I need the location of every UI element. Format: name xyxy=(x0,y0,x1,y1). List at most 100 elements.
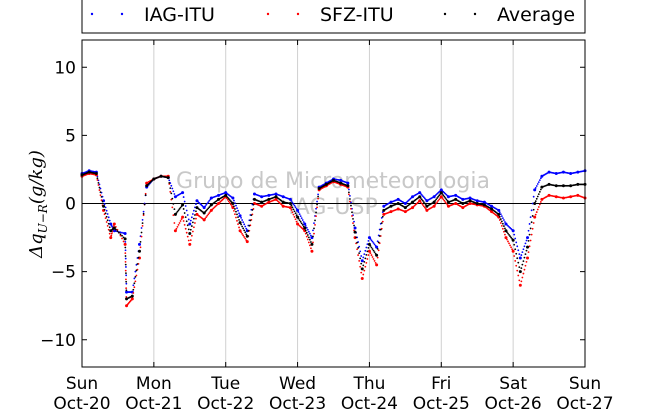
data-point xyxy=(305,231,308,234)
data-point xyxy=(358,260,361,262)
data-point xyxy=(141,222,144,225)
data-point xyxy=(301,224,304,226)
data-point xyxy=(179,220,182,222)
data-point xyxy=(237,216,239,219)
data-point xyxy=(498,211,501,214)
data-point xyxy=(371,248,374,250)
data-point xyxy=(130,297,134,301)
data-point xyxy=(305,226,308,229)
data-point xyxy=(360,255,363,257)
data-point xyxy=(172,214,175,217)
data-point xyxy=(315,215,317,218)
data-point xyxy=(137,256,140,259)
data-point xyxy=(375,245,379,249)
data-point xyxy=(181,191,185,195)
data-point xyxy=(173,222,176,224)
data-point xyxy=(125,280,128,283)
data-point xyxy=(108,219,111,222)
data-point xyxy=(101,200,104,203)
data-point xyxy=(295,220,298,223)
data-point xyxy=(420,194,423,196)
data-point xyxy=(317,195,320,198)
data-point xyxy=(539,188,542,191)
data-point xyxy=(497,208,501,212)
data-point xyxy=(123,231,127,235)
data-point xyxy=(501,227,504,230)
data-point xyxy=(358,252,361,255)
data-point xyxy=(190,234,193,237)
data-point xyxy=(346,184,350,188)
data-point xyxy=(189,228,192,231)
data-point xyxy=(379,228,382,231)
data-point xyxy=(376,247,379,250)
data-point xyxy=(315,207,317,210)
data-point xyxy=(360,259,364,263)
data-point xyxy=(536,208,539,211)
data-point xyxy=(178,222,181,224)
data-point xyxy=(357,246,360,249)
data-point xyxy=(297,217,300,220)
data-point xyxy=(500,215,503,218)
data-point xyxy=(349,200,351,203)
x-tick-label-date: Oct-26 xyxy=(485,394,542,409)
data-point xyxy=(423,202,426,205)
data-point xyxy=(529,239,532,242)
data-point xyxy=(308,238,311,241)
data-point xyxy=(118,231,120,234)
data-point xyxy=(444,201,447,204)
data-point xyxy=(96,177,99,180)
data-point xyxy=(245,240,249,244)
data-point xyxy=(104,212,107,215)
data-point xyxy=(436,197,439,199)
data-point xyxy=(444,197,447,199)
data-point xyxy=(516,245,519,248)
data-point xyxy=(119,234,122,237)
data-point xyxy=(294,218,297,221)
data-point xyxy=(504,233,506,236)
data-point xyxy=(312,241,314,244)
data-point xyxy=(185,231,188,234)
data-point xyxy=(297,211,300,214)
data-point xyxy=(238,226,240,229)
data-point xyxy=(204,217,207,220)
data-point xyxy=(315,211,317,214)
data-point xyxy=(304,224,307,227)
data-point xyxy=(195,203,197,205)
data-point xyxy=(173,193,176,195)
data-point xyxy=(504,236,508,240)
data-point xyxy=(524,242,527,245)
data-point xyxy=(523,245,526,248)
data-point xyxy=(295,214,298,217)
data-point xyxy=(538,203,541,206)
data-point xyxy=(365,253,368,256)
data-point xyxy=(235,204,237,207)
data-point xyxy=(293,210,296,213)
data-point xyxy=(194,214,196,216)
data-point xyxy=(183,224,186,226)
data-point xyxy=(184,227,187,230)
data-point xyxy=(520,254,523,256)
data-point xyxy=(351,215,353,217)
data-point xyxy=(526,256,530,260)
data-point xyxy=(237,209,239,212)
data-point xyxy=(501,222,504,225)
x-tick-label-day: Sun xyxy=(569,374,601,394)
data-point xyxy=(109,236,113,240)
data-point xyxy=(364,249,367,252)
x-tick-label-date: Oct-22 xyxy=(197,394,254,409)
data-point xyxy=(189,239,192,241)
data-point xyxy=(529,216,532,219)
data-point xyxy=(530,221,533,224)
data-point xyxy=(242,227,245,230)
data-point xyxy=(171,206,174,209)
data-point xyxy=(142,214,145,217)
data-point xyxy=(317,193,320,196)
data-point xyxy=(375,263,379,267)
data-point xyxy=(195,210,197,213)
data-point xyxy=(208,206,211,209)
data-point xyxy=(105,221,108,223)
data-point xyxy=(188,222,192,226)
data-point xyxy=(364,265,367,268)
data-point xyxy=(357,254,360,256)
data-point xyxy=(353,224,355,227)
